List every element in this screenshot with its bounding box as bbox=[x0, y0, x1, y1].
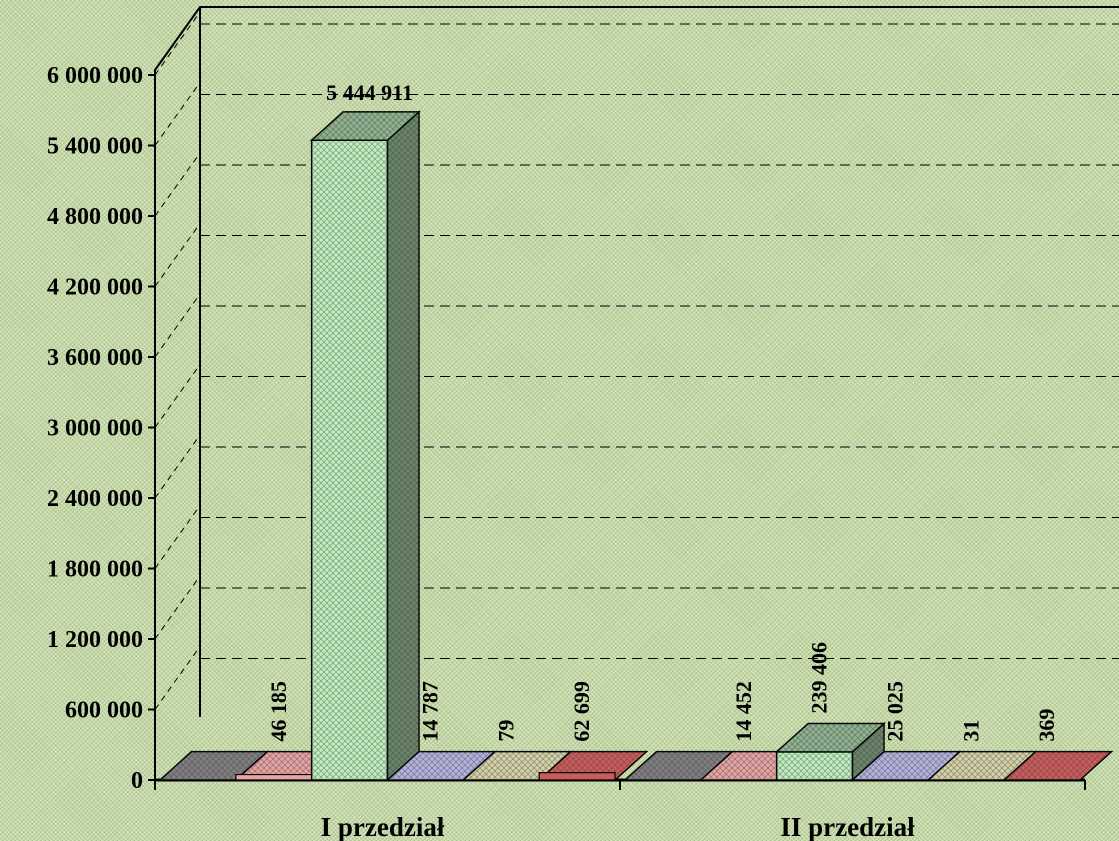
y-tick-label: 3 600 000 bbox=[47, 345, 143, 371]
y-tick-label: 2 400 000 bbox=[47, 486, 143, 512]
bar-tile-hatch bbox=[1004, 751, 1112, 780]
gridline-diagonal bbox=[154, 575, 201, 640]
data-label: 14 452 bbox=[731, 681, 756, 742]
bar-top-hatch bbox=[776, 723, 884, 752]
bar-0-2 bbox=[309, 110, 421, 782]
bar-0-0 bbox=[158, 750, 270, 781]
data-label: 14 787 bbox=[417, 681, 442, 742]
bar-top-hatch bbox=[311, 111, 419, 141]
bar-1-0 bbox=[623, 750, 735, 781]
bar-front-thin bbox=[538, 772, 616, 781]
bar-front-hatch bbox=[776, 751, 853, 780]
bar-front-hatch bbox=[311, 140, 388, 780]
y-tick-label: 4 800 000 bbox=[47, 204, 143, 230]
y-tick-label: 600 000 bbox=[65, 698, 143, 724]
gridline-diagonal bbox=[154, 293, 201, 358]
data-label: 79 bbox=[493, 720, 518, 742]
gridline-diagonal bbox=[154, 82, 201, 146]
y-tick-label: 1 200 000 bbox=[47, 627, 143, 653]
data-label: 31 bbox=[958, 720, 983, 742]
back-wall-outline bbox=[154, 6, 1119, 780]
gridline-diagonal bbox=[154, 505, 201, 569]
x-category-label: II przedział bbox=[780, 812, 915, 841]
bar-1-3 bbox=[850, 750, 962, 781]
data-label: 46 185 bbox=[266, 681, 291, 742]
bar-tile-hatch bbox=[928, 751, 1036, 780]
bar-1-5 bbox=[1002, 750, 1114, 781]
gridline-diagonal bbox=[154, 11, 201, 76]
gridline-diagonal bbox=[154, 152, 201, 217]
gridline-diagonal bbox=[154, 223, 201, 287]
gridline-diagonal bbox=[154, 364, 201, 428]
y-tick-label: 5 400 000 bbox=[47, 134, 143, 160]
bar-front-thin bbox=[235, 773, 313, 781]
bar-side-hatch bbox=[387, 111, 419, 781]
y-tick-label: 3 000 000 bbox=[47, 416, 143, 442]
data-label: 239 406 bbox=[807, 642, 832, 714]
bar-tile-hatch bbox=[625, 751, 733, 780]
data-label: 369 bbox=[1034, 709, 1059, 742]
gridline-diagonal bbox=[154, 646, 201, 710]
bar-side-hatch bbox=[852, 723, 884, 780]
y-tick-label: 0 bbox=[131, 768, 143, 794]
bar-tile-hatch bbox=[852, 751, 960, 780]
gridline-diagonal bbox=[154, 434, 201, 499]
bar-tile-hatch bbox=[160, 751, 268, 780]
x-category-label: I przedział bbox=[321, 812, 445, 841]
y-tick-label: 4 200 000 bbox=[47, 275, 143, 301]
y-tick-label: 6 000 000 bbox=[47, 63, 143, 89]
bar-1-4 bbox=[926, 750, 1038, 781]
bar-0-3 bbox=[385, 750, 497, 781]
data-label: 5 444 911 bbox=[326, 80, 413, 105]
bar-1-2 bbox=[774, 721, 886, 782]
bar-tile-hatch bbox=[387, 751, 495, 780]
data-label: 62 699 bbox=[569, 681, 594, 742]
data-label: 25 025 bbox=[882, 681, 907, 742]
bar-0-5 bbox=[537, 750, 649, 781]
y-tick-label: 1 800 000 bbox=[47, 557, 143, 583]
